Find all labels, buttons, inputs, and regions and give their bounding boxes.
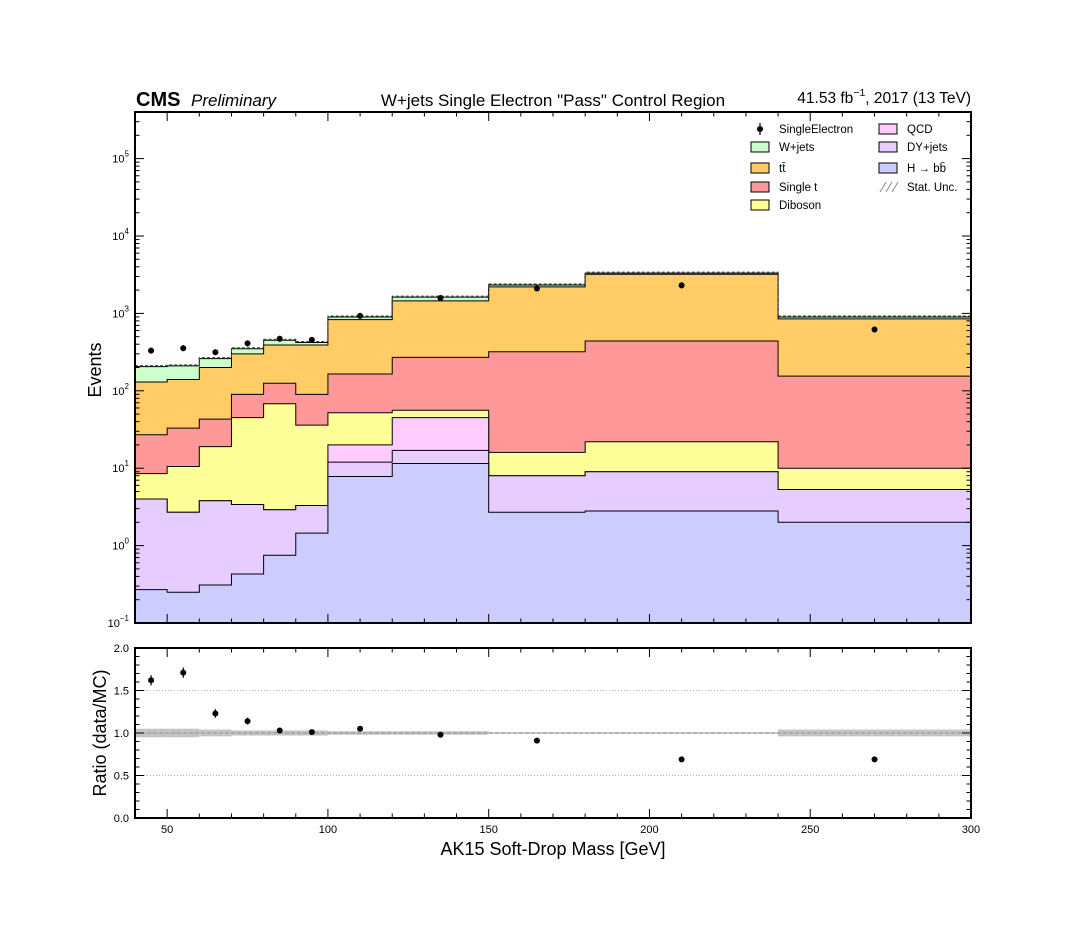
legend-swatch xyxy=(750,162,770,174)
ratio-axis-ticks: 0.0 0.5 1.0 1.5 2.0 50 100 150 200 250 300 xyxy=(114,643,980,836)
x-tick-label: 50 xyxy=(161,824,173,836)
data-point xyxy=(871,326,878,333)
x-tick-label: 300 xyxy=(962,824,980,836)
stat-unc-segment xyxy=(488,732,586,734)
legend-swatch xyxy=(878,141,898,153)
ratio-point xyxy=(244,718,251,725)
stat-unc-segment xyxy=(199,729,232,737)
data-point xyxy=(437,295,444,302)
ratio-y-tick-label: 0.5 xyxy=(114,771,129,783)
data-point xyxy=(678,282,685,289)
data-point xyxy=(212,349,219,356)
legend-label: SingleElectron xyxy=(779,124,853,136)
ratio-points xyxy=(148,667,878,763)
x-tick-label: 150 xyxy=(480,824,498,836)
lumi-rest: , 2017 (13 TeV) xyxy=(865,90,971,107)
legend-label: Single t xyxy=(779,182,818,194)
ratio-point xyxy=(276,727,283,734)
legend-label: H → bb̄ xyxy=(907,162,946,175)
data-point xyxy=(276,335,283,342)
data-point xyxy=(357,312,364,319)
main-panel: 10−1 100 101 102 103 104 105 Events SingleElec… xyxy=(85,111,972,630)
legend-swatch xyxy=(750,141,770,153)
ratio-y-tick-label: 2.0 xyxy=(114,643,129,655)
legend-hatch xyxy=(885,181,893,193)
y-tick-label: 101 xyxy=(112,459,129,475)
legend-label: Stat. Unc. xyxy=(907,182,958,194)
ratio-point xyxy=(180,669,187,676)
data-points xyxy=(148,282,878,356)
ratio-y-tick-label: 1.5 xyxy=(114,686,129,698)
stat-unc-segment xyxy=(167,728,200,738)
y-tick-label: 102 xyxy=(112,382,129,398)
legend-label: tt̄ xyxy=(779,163,786,175)
ratio-y-tick-label: 1.0 xyxy=(114,728,129,740)
legend-swatch xyxy=(750,181,770,193)
stacked-histogram xyxy=(134,271,972,624)
legend: SingleElectron W+jets tt̄ Single t Diboson QC… xyxy=(750,123,958,212)
data-point xyxy=(308,336,315,343)
data-point xyxy=(244,340,251,347)
legend-label: DY+jets xyxy=(907,142,948,154)
stat-unc-segment xyxy=(231,730,264,736)
y-tick-label: 10−1 xyxy=(108,614,130,630)
x-tick-label: 200 xyxy=(640,824,658,836)
x-axis-title: AK15 Soft-Drop Mass [GeV] xyxy=(440,839,665,859)
plot-title: W+jets Single Electron "Pass" Control Re… xyxy=(381,91,725,110)
data-point xyxy=(533,285,540,292)
ratio-point xyxy=(871,756,878,763)
y-tick-label: 103 xyxy=(112,304,129,320)
legend-label: QCD xyxy=(907,124,933,136)
y-tick-label: 100 xyxy=(112,537,129,553)
legend-hatch xyxy=(879,181,887,193)
cms-label: CMS xyxy=(136,89,180,111)
ratio-point xyxy=(212,710,219,717)
lumi-value: 41.53 fb xyxy=(797,90,853,107)
ratio-y-tick-label: 0.0 xyxy=(114,813,129,825)
ratio-y-axis-title: Ratio (data/MC) xyxy=(90,669,110,796)
stat-unc-segment xyxy=(585,732,779,734)
ratio-point xyxy=(308,729,315,736)
stat-unc-band xyxy=(135,728,971,738)
stat-unc-segment xyxy=(327,731,393,735)
ratio-frame xyxy=(134,647,972,819)
legend-label: Diboson xyxy=(779,200,821,212)
legend-swatch xyxy=(878,162,898,174)
x-tick-label: 250 xyxy=(801,824,819,836)
legend-label: W+jets xyxy=(779,142,815,154)
preliminary-label: Preliminary xyxy=(191,91,278,110)
ratio-point xyxy=(357,725,364,732)
stat-unc-segment xyxy=(135,728,168,738)
lumi-exponent: −1 xyxy=(853,87,865,99)
stack-h-bb--area xyxy=(134,463,972,624)
stat-unc-segment xyxy=(778,729,971,737)
y-tick-label: 104 xyxy=(112,227,129,243)
data-point xyxy=(148,347,155,354)
lumi-label: 41.53 fb−1, 2017 (13 TeV) xyxy=(797,87,971,107)
ratio-point xyxy=(437,731,444,738)
legend-hatch xyxy=(891,181,899,193)
y-tick-label: 105 xyxy=(112,150,129,166)
legend-swatch xyxy=(878,123,898,135)
x-tick-label: 100 xyxy=(319,824,337,836)
legend-swatch xyxy=(750,199,770,211)
ratio-panel: 0.0 0.5 1.0 1.5 2.0 50 100 150 200 250 300 Ratio (… xyxy=(90,643,980,859)
y-axis-title: Events xyxy=(85,342,105,397)
legend-data-marker xyxy=(757,126,763,132)
main-frame xyxy=(134,111,972,624)
ratio-point xyxy=(148,677,155,684)
data-point xyxy=(180,345,187,352)
ratio-point xyxy=(678,756,685,763)
ratio-point xyxy=(533,737,540,744)
